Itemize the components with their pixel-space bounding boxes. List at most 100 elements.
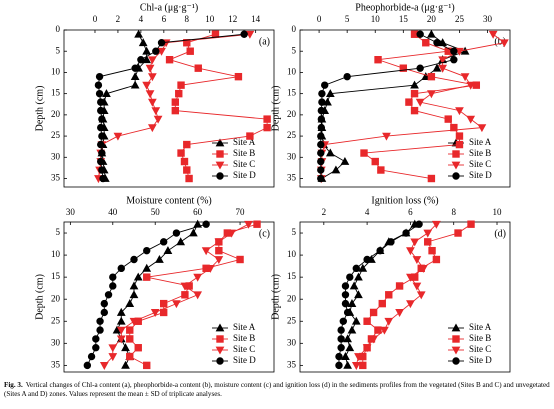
- marker: [236, 255, 244, 264]
- y-tick-label: 5: [56, 227, 61, 237]
- marker: [186, 47, 194, 55]
- series-line: [344, 223, 416, 366]
- marker: [193, 291, 203, 300]
- y-tick-label: 15: [51, 271, 61, 281]
- marker: [253, 220, 261, 228]
- marker: [500, 39, 509, 48]
- marker: [427, 174, 436, 183]
- marker: [151, 107, 161, 116]
- marker: [99, 362, 109, 370]
- y-axis-title: Depth (cm): [34, 274, 45, 320]
- marker: [343, 308, 352, 317]
- marker: [117, 264, 125, 273]
- marker: [423, 229, 433, 238]
- marker: [371, 157, 379, 166]
- caption: Fig. 3. Vertical changes of Chl-a content…: [4, 381, 550, 399]
- marker: [130, 255, 138, 264]
- marker: [159, 238, 168, 246]
- y-tick-label: 35: [51, 173, 61, 183]
- x-tick-label: 4: [139, 14, 144, 24]
- y-tick-label: 5: [56, 45, 61, 55]
- marker: [244, 220, 253, 229]
- legend-label: Site B: [233, 148, 255, 158]
- marker: [317, 115, 326, 123]
- marker: [143, 246, 151, 255]
- series: [165, 30, 271, 183]
- marker: [345, 343, 355, 352]
- marker: [145, 64, 155, 73]
- marker: [325, 89, 335, 98]
- marker: [193, 273, 203, 282]
- marker: [126, 326, 134, 334]
- marker: [180, 157, 189, 166]
- marker: [109, 273, 117, 281]
- marker: [143, 273, 151, 281]
- legend-label: Site D: [233, 170, 256, 180]
- marker: [466, 81, 476, 90]
- marker: [102, 89, 111, 98]
- marker: [134, 29, 143, 38]
- marker: [387, 238, 395, 246]
- marker: [108, 353, 118, 362]
- x-tick-label: 6: [162, 14, 167, 24]
- legend-label: Site D: [469, 355, 492, 365]
- series-line: [320, 33, 455, 179]
- marker: [317, 132, 325, 140]
- legend-label: Site A: [233, 137, 256, 147]
- legend-marker: [451, 323, 461, 332]
- marker: [347, 299, 357, 307]
- x-tick-label: 10: [205, 14, 215, 24]
- legend-label: Site B: [469, 333, 491, 343]
- marker: [427, 90, 436, 99]
- marker: [424, 238, 432, 246]
- y-tick-label: 30: [287, 337, 297, 347]
- marker: [98, 149, 106, 157]
- marker: [406, 273, 415, 282]
- marker: [317, 106, 326, 115]
- marker: [176, 237, 186, 246]
- x-tick-label: 25: [455, 14, 465, 24]
- marker: [358, 263, 368, 272]
- marker: [488, 30, 498, 39]
- series: [351, 220, 441, 370]
- legend-marker: [451, 346, 461, 355]
- marker: [147, 124, 157, 133]
- marker: [211, 30, 220, 38]
- marker: [335, 352, 343, 361]
- marker: [147, 56, 157, 65]
- legend-label: Site A: [469, 137, 492, 147]
- marker: [455, 107, 464, 116]
- marker: [455, 140, 464, 149]
- marker: [97, 157, 105, 166]
- x-tick-label: 40: [108, 207, 118, 217]
- legend-marker: [215, 346, 225, 355]
- marker: [450, 123, 458, 132]
- marker: [374, 326, 382, 334]
- marker: [402, 229, 410, 237]
- marker: [95, 89, 104, 98]
- marker: [157, 39, 166, 47]
- marker: [163, 246, 173, 255]
- marker: [444, 115, 452, 123]
- x-tick-label: 4: [365, 207, 370, 217]
- marker: [94, 81, 103, 89]
- marker: [145, 90, 155, 99]
- marker: [157, 47, 166, 56]
- marker: [376, 246, 384, 255]
- marker: [246, 132, 254, 140]
- marker: [126, 352, 134, 361]
- marker: [415, 220, 423, 228]
- marker: [438, 56, 447, 65]
- marker: [351, 362, 361, 370]
- x-tick-label: 30: [66, 207, 76, 217]
- x-tick-label: 14: [251, 14, 261, 24]
- legend-marker: [451, 161, 461, 170]
- x-tick-label: 15: [399, 14, 409, 24]
- marker: [455, 132, 464, 140]
- x-tick-label: 0: [93, 14, 98, 24]
- legend-label: Site D: [469, 170, 492, 180]
- marker: [454, 229, 462, 237]
- marker: [98, 115, 106, 123]
- marker: [177, 149, 185, 157]
- marker: [116, 307, 126, 316]
